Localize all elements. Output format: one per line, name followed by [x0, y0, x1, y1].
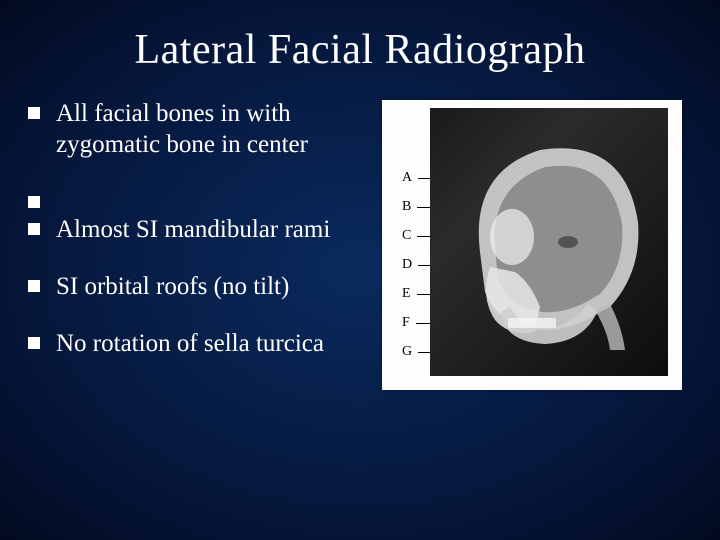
bullet-icon	[28, 196, 40, 208]
slide-title: Lateral Facial Radiograph	[0, 0, 720, 92]
skull-icon	[450, 132, 650, 352]
content-area: All facial bones in with zygomatic bone …	[0, 92, 720, 390]
list-item: SI orbital roofs (no tilt)	[28, 271, 368, 302]
bullet-icon	[28, 280, 40, 292]
label-letter: C	[402, 228, 411, 244]
bullet-icon	[28, 223, 40, 235]
list-item: No rotation of sella turcica	[28, 328, 368, 359]
list-item: All facial bones in with zygomatic bone …	[28, 98, 368, 161]
label-letter: D	[402, 257, 412, 273]
image-area: A B C D E F G	[382, 98, 700, 390]
bullet-text: SI orbital roofs (no tilt)	[56, 271, 289, 302]
xray-image	[430, 108, 668, 376]
label-letter: B	[402, 199, 411, 215]
bullet-list: All facial bones in with zygomatic bone …	[28, 98, 368, 390]
label-letter: A	[402, 170, 412, 186]
bullet-text: All facial bones in with zygomatic bone …	[56, 98, 368, 161]
bullet-text: No rotation of sella turcica	[56, 328, 324, 359]
bullet-text: Almost SI mandibular rami	[56, 214, 330, 245]
list-item	[28, 187, 368, 208]
bullet-icon	[28, 107, 40, 119]
label-letter: F	[402, 315, 410, 331]
list-item: Almost SI mandibular rami	[28, 214, 368, 245]
label-letter: G	[402, 344, 412, 360]
radiograph-figure: A B C D E F G	[382, 100, 682, 390]
bullet-icon	[28, 337, 40, 349]
label-letter: E	[402, 286, 411, 302]
